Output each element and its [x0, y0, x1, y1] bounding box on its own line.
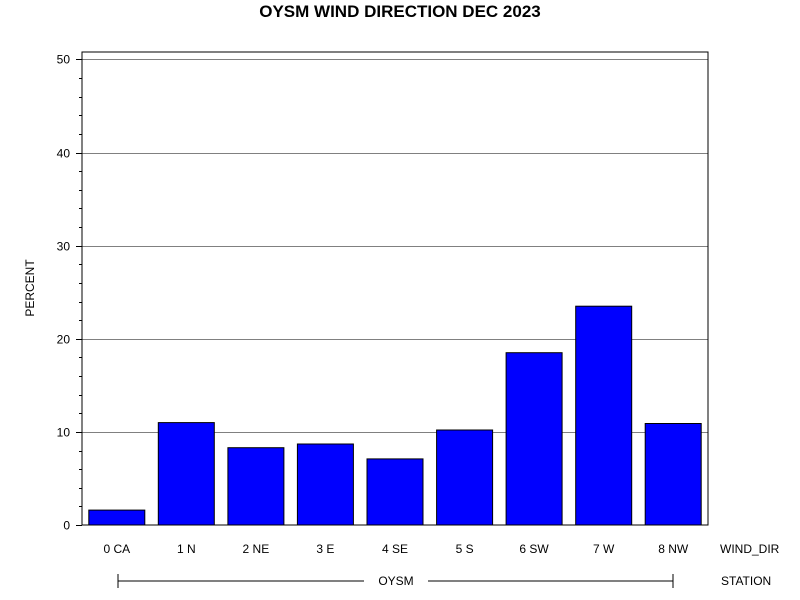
y-tick-label: 50	[57, 53, 71, 67]
y-tick-label: 0	[63, 519, 70, 533]
bar	[157, 422, 215, 526]
bar	[296, 443, 354, 526]
plot-frame	[81, 51, 709, 526]
x-tick-label: 4 SE	[382, 542, 408, 556]
group-axis-label: STATION	[721, 574, 771, 588]
bar	[575, 305, 633, 526]
bars	[88, 305, 702, 526]
y-axis: 0 10 20 30 40 50	[57, 53, 82, 533]
bar	[227, 447, 285, 526]
x-tick-label: 6 SW	[519, 542, 549, 556]
x-tick-label: 2 NE	[243, 542, 270, 556]
station-bracket: OYSM	[117, 574, 674, 588]
bar	[505, 352, 563, 526]
bar	[436, 429, 494, 526]
y-tick-label: 10	[57, 426, 71, 440]
x-tick-label: 7 W	[593, 542, 615, 556]
x-tick-label: 0 CA	[103, 542, 130, 556]
bar	[366, 458, 424, 526]
x-tick-label: 5 S	[456, 542, 474, 556]
station-group-label: OYSM	[378, 574, 413, 588]
x-tick-label: 3 E	[316, 542, 334, 556]
y-tick-label: 40	[57, 147, 71, 161]
x-axis-label: WIND_DIR	[720, 542, 780, 556]
x-tick-label: 8 NW	[658, 542, 689, 556]
x-tick-label: 1 N	[177, 542, 196, 556]
y-tick-label: 20	[57, 333, 71, 347]
bar	[88, 509, 146, 526]
x-axis: 0 CA 1 N 2 NE 3 E 4 SE 5 S 6 SW 7 W 8 NW	[103, 542, 688, 556]
y-tick-label: 30	[57, 240, 71, 254]
y-axis-label: PERCENT	[23, 259, 37, 317]
chart-title: OYSM WIND DIRECTION DEC 2023	[259, 2, 541, 21]
bar	[644, 423, 702, 526]
